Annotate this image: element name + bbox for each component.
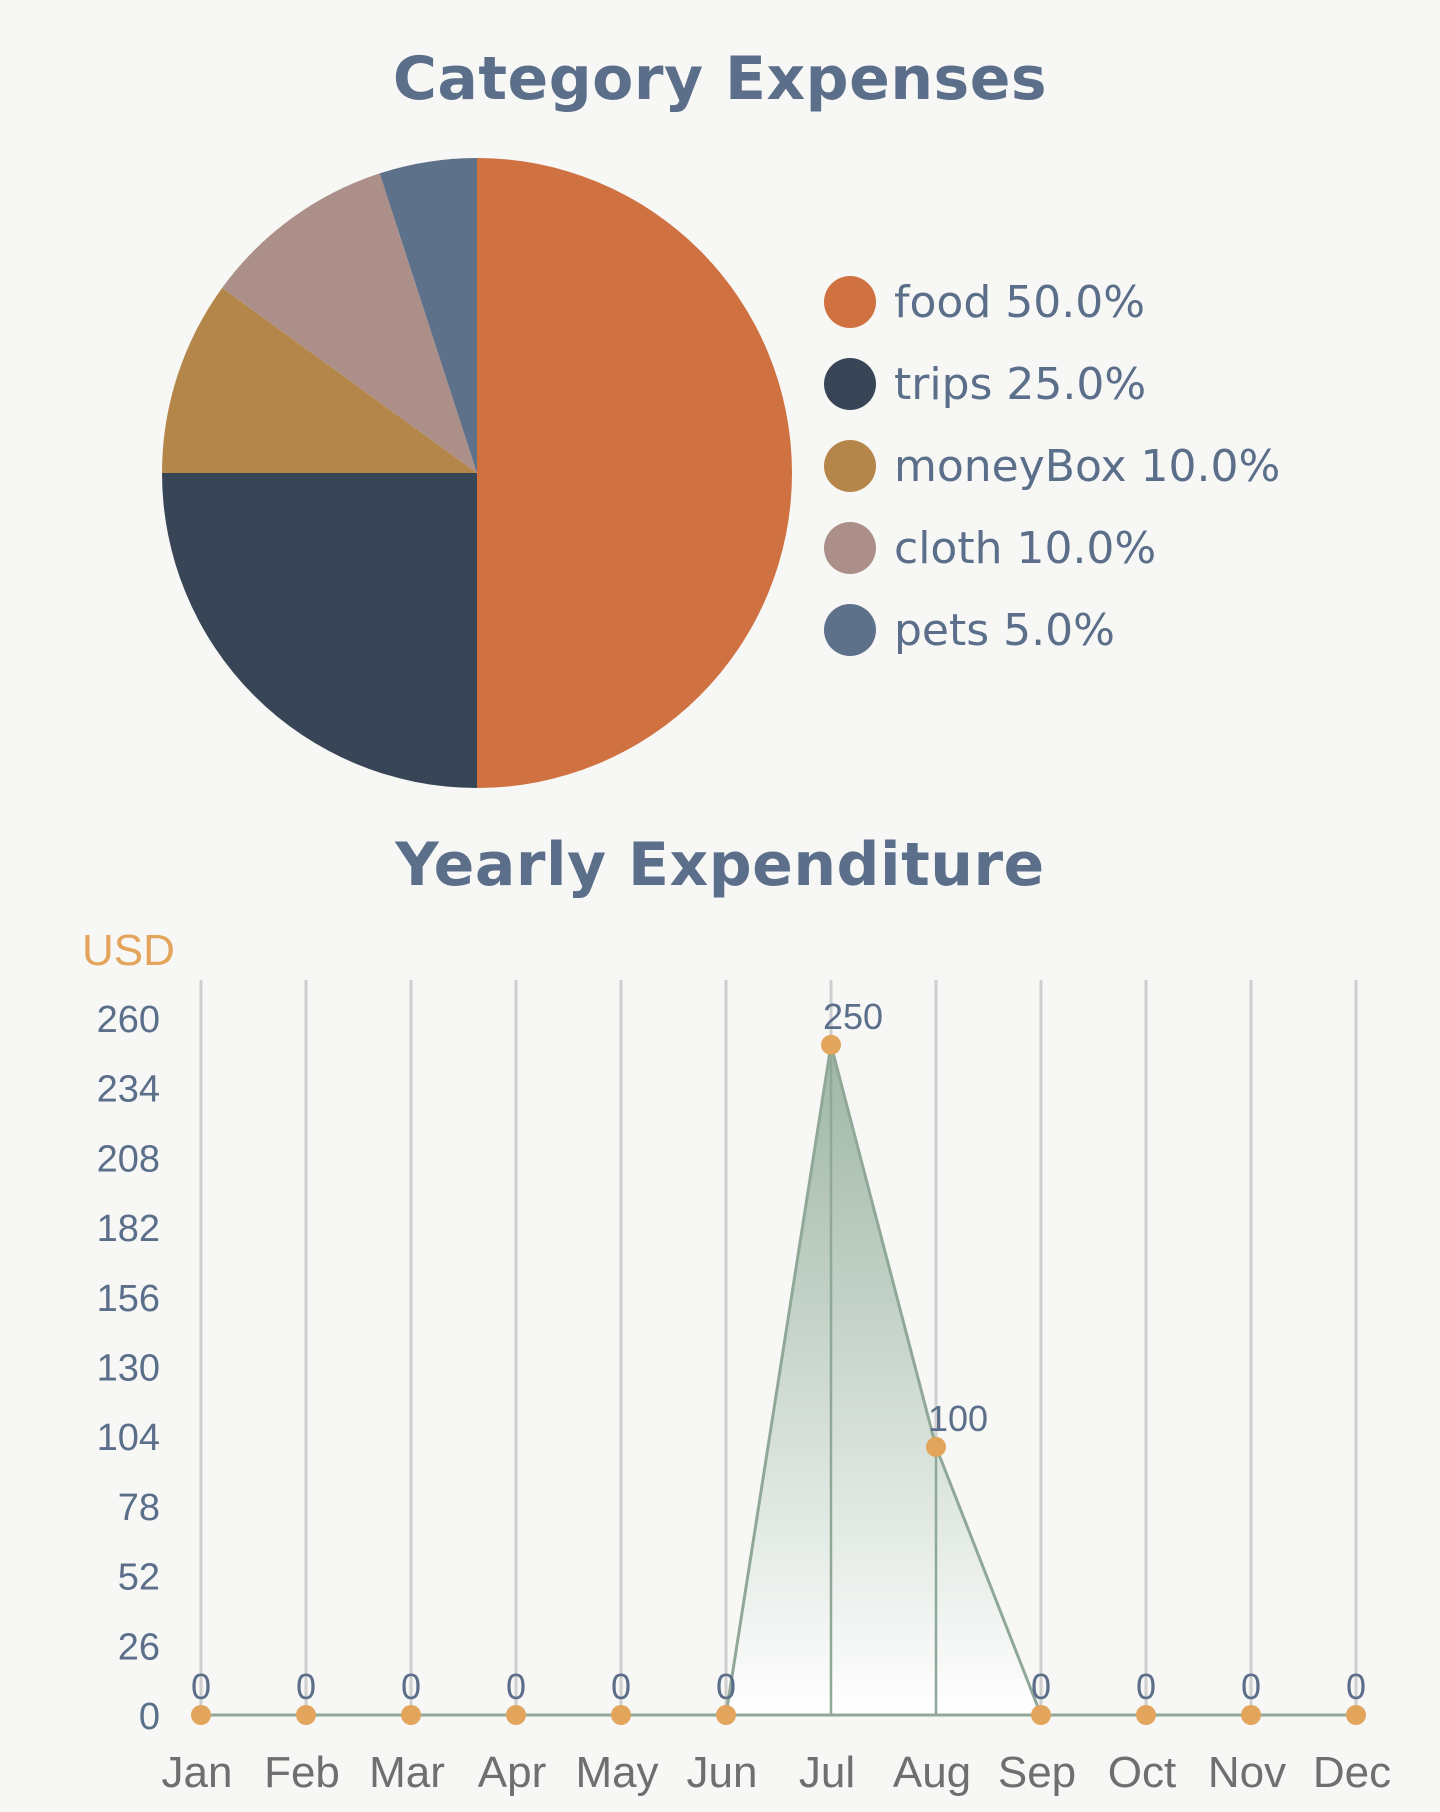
data-point-jan [191, 1705, 211, 1725]
data-label-jun: 0 [716, 1666, 736, 1707]
y-tick-label: 260 [97, 999, 160, 1041]
x-tick-label-may: May [575, 1748, 658, 1797]
data-point-apr [506, 1705, 526, 1725]
x-tick-label-jul: Jul [799, 1748, 855, 1797]
pie-chart-title: Category Expenses [392, 44, 1048, 114]
y-tick-label: 104 [97, 1417, 160, 1459]
y-tick-label: 208 [97, 1138, 160, 1180]
data-point-nov [1241, 1705, 1261, 1725]
y-tick-label: 234 [97, 1069, 160, 1111]
data-label-mar: 0 [401, 1666, 421, 1707]
x-tick-label-mar: Mar [369, 1748, 445, 1797]
data-label-nov: 0 [1241, 1666, 1261, 1707]
y-tick-label: 52 [118, 1557, 160, 1599]
data-point-mar [401, 1705, 421, 1725]
y-tick-label: 0 [139, 1696, 160, 1738]
y-tick-label: 156 [97, 1278, 160, 1320]
series-line [201, 1044, 1356, 1717]
data-point-may [611, 1705, 631, 1725]
y-tick-label: 130 [97, 1348, 160, 1390]
legend-swatch-trips [824, 358, 876, 410]
data-label-aug: 100 [928, 1398, 988, 1439]
data-point-jun [716, 1705, 736, 1725]
legend-swatch-cloth [824, 522, 876, 574]
pie-legend: food 50.0% trips 25.0% moneyBox 10.0% cloth… [824, 276, 1280, 656]
legend-swatch-pets [824, 604, 876, 656]
x-tick-label-oct: Oct [1108, 1748, 1176, 1797]
data-label-jan: 0 [191, 1666, 211, 1707]
legend-label-cloth: cloth 10.0% [894, 523, 1156, 574]
pie-chart [162, 158, 792, 788]
x-tick-label-nov: Nov [1208, 1748, 1286, 1797]
data-point-sep [1031, 1705, 1051, 1725]
data-label-sep: 0 [1031, 1666, 1051, 1707]
x-tick-label-dec: Dec [1313, 1748, 1391, 1797]
data-point-feb [296, 1705, 316, 1725]
data-label-apr: 0 [506, 1666, 526, 1707]
y-tick-label: 182 [97, 1208, 160, 1250]
y-axis-unit-label: USD [82, 926, 175, 975]
data-point-aug [926, 1436, 946, 1457]
line-chart-title: Yearly Expenditure [395, 830, 1045, 900]
legend-label-food: food 50.0% [894, 277, 1145, 328]
x-tick-label-aug: Aug [893, 1748, 971, 1797]
y-tick-label: 78 [118, 1487, 160, 1529]
y-tick-label: 26 [118, 1626, 160, 1668]
pie-slice-trips [162, 473, 477, 788]
x-tick-label-jun: Jun [687, 1748, 758, 1797]
pie-slice-moneybox [162, 287, 477, 473]
pie-slice-cloth [222, 173, 477, 474]
x-tick-label-sep: Sep [998, 1748, 1076, 1797]
x-tick-label-jan: Jan [162, 1748, 233, 1797]
data-label-oct: 0 [1136, 1666, 1156, 1707]
data-label-jul: 250 [823, 996, 883, 1037]
data-point-jul [821, 1034, 841, 1055]
x-tick-label-apr: Apr [478, 1748, 546, 1797]
legend-label-moneybox: moneyBox 10.0% [894, 441, 1280, 492]
legend-swatch-food [824, 276, 876, 328]
data-label-feb: 0 [296, 1666, 316, 1707]
legend-label-pets: pets 5.0% [894, 605, 1115, 656]
x-tick-label-feb: Feb [264, 1748, 340, 1797]
data-label-dec: 0 [1346, 1666, 1366, 1707]
area-fill [201, 1044, 1356, 1715]
legend-swatch-moneybox [824, 440, 876, 492]
legend-label-trips: trips 25.0% [894, 359, 1146, 410]
pie-slice-pets [379, 158, 477, 473]
data-label-may: 0 [611, 1666, 631, 1707]
data-point-dec [1346, 1705, 1366, 1725]
data-point-oct [1136, 1705, 1156, 1725]
pie-slice-food [477, 158, 792, 788]
